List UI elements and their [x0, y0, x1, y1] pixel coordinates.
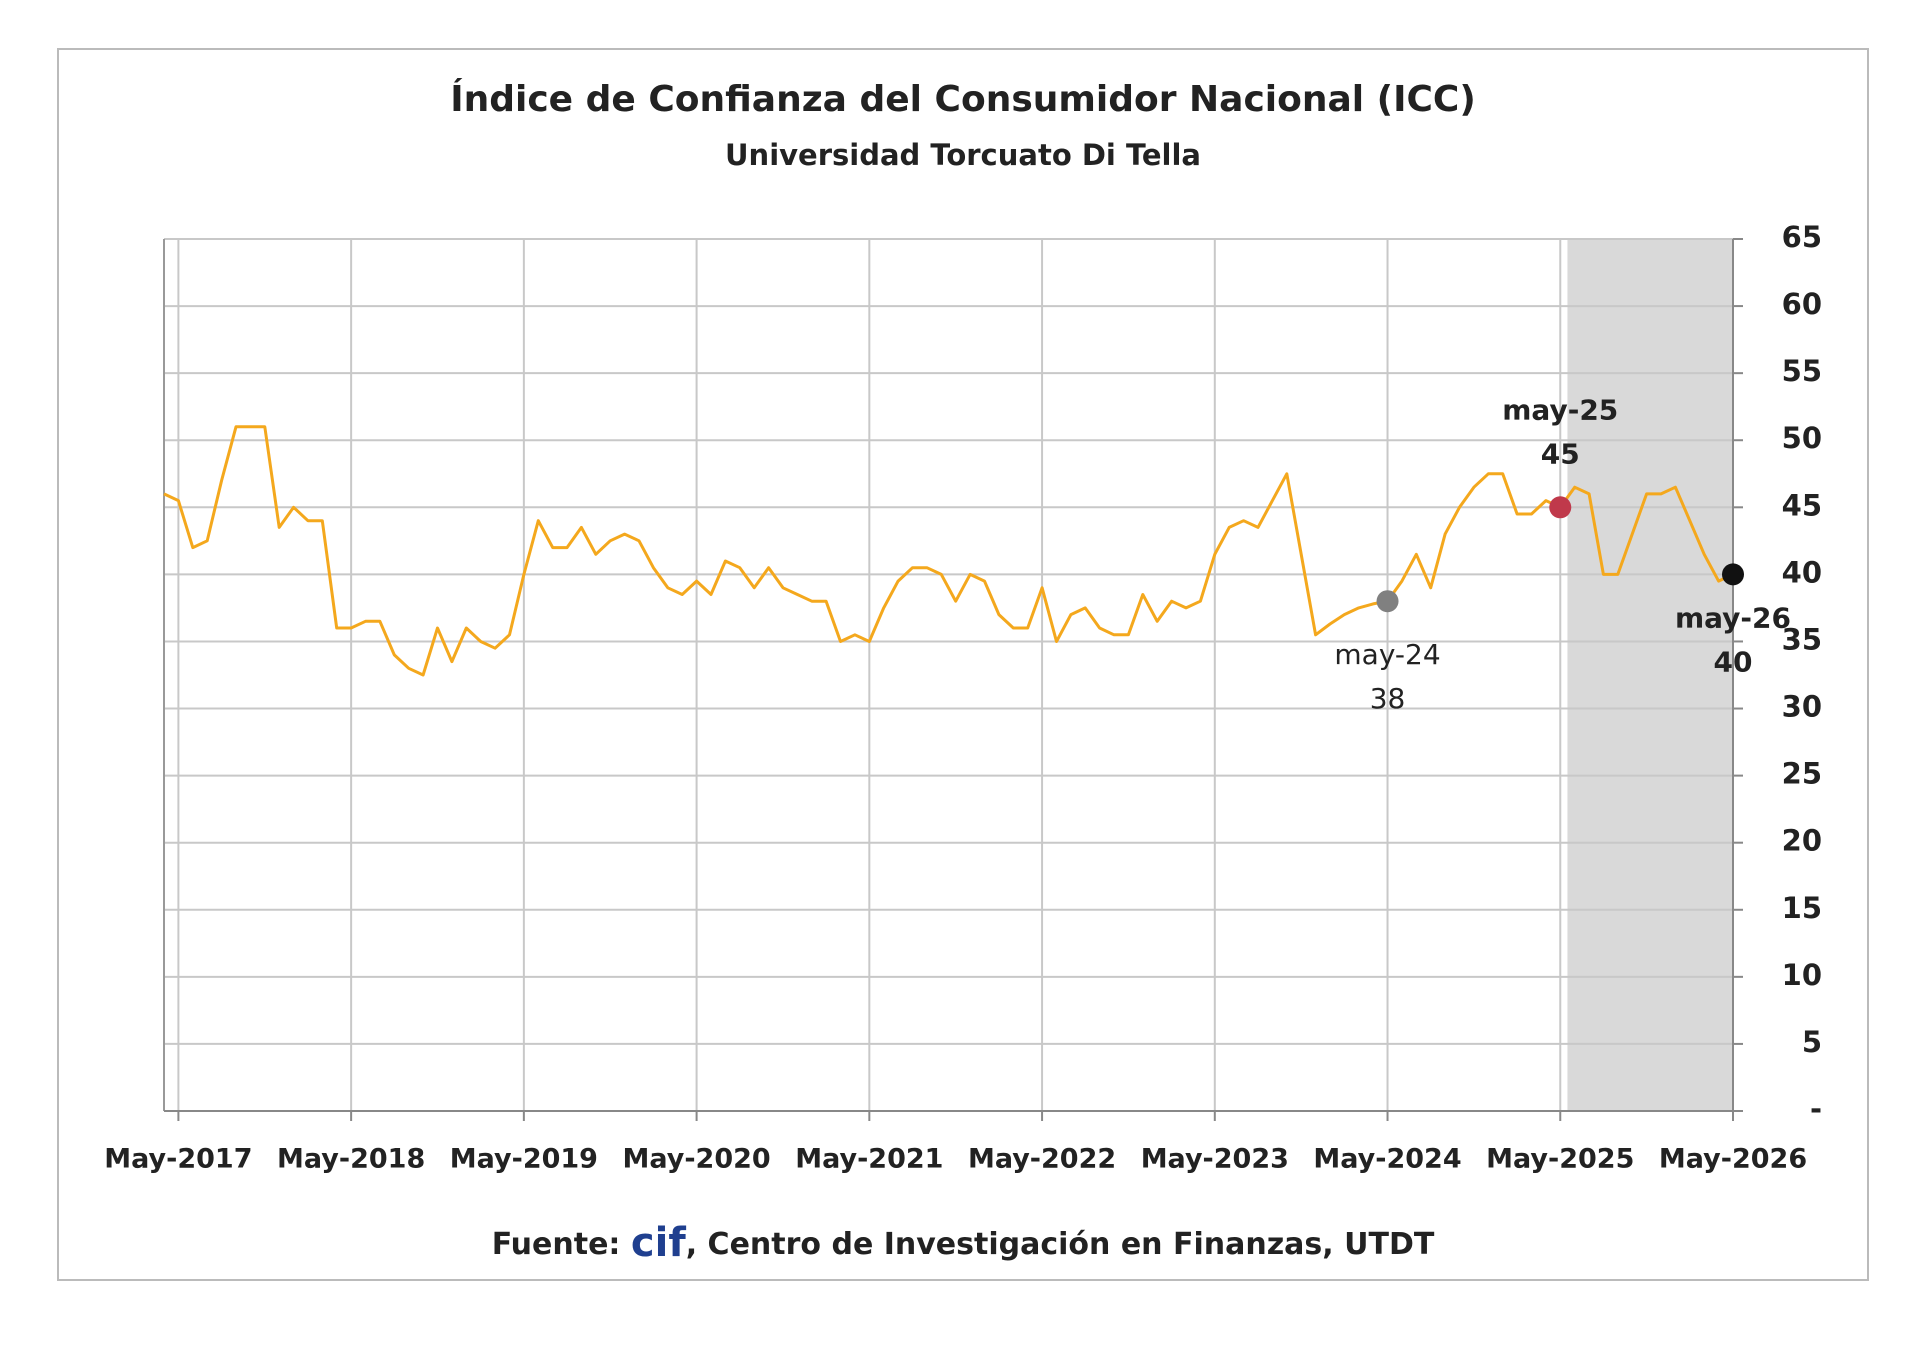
annotation-point [1376, 590, 1399, 613]
annotation-label: may-25 [1502, 393, 1618, 426]
chart-subtitle: Universidad Torcuato Di Tella [725, 138, 1201, 172]
annotation-point [1549, 496, 1572, 519]
y-tick-label: 40 [1782, 555, 1822, 589]
source-logo: cif [631, 1220, 686, 1266]
chart-frame [57, 48, 1869, 1281]
y-tick-label: 5 [1802, 1025, 1822, 1059]
x-tick-label: May-2024 [1313, 1144, 1461, 1175]
x-tick-label: May-2018 [277, 1144, 425, 1175]
y-tick-label: 60 [1782, 287, 1822, 321]
x-tick-label: May-2022 [968, 1144, 1116, 1175]
y-tick-label: 65 [1782, 220, 1822, 254]
y-tick-label: 55 [1782, 354, 1822, 388]
chart-title: Índice de Confianza del Consumidor Nacio… [450, 78, 1476, 120]
x-tick-label: May-2023 [1141, 1144, 1289, 1175]
source-note: Fuente: cif, Centro de Investigación en … [492, 1220, 1435, 1266]
source-label: Fuente: [492, 1227, 621, 1262]
annotation-value: 40 [1714, 645, 1753, 678]
line-series [163, 425, 1734, 677]
x-tick-label: May-2019 [450, 1144, 598, 1175]
y-tick-label: 20 [1782, 824, 1822, 858]
x-tick-label: May-2021 [795, 1144, 943, 1175]
annotation-label: may-24 [1334, 638, 1440, 671]
annotation-value: 38 [1370, 682, 1406, 715]
y-tick-label: - [1810, 1092, 1822, 1126]
y-tick-label: 10 [1782, 958, 1822, 992]
y-tick-label: 35 [1782, 622, 1822, 656]
y-tick-label: 50 [1782, 421, 1822, 455]
x-tick-label: May-2025 [1486, 1144, 1634, 1175]
y-tick-label: 15 [1782, 891, 1822, 925]
x-tick-label: May-2026 [1659, 1144, 1807, 1175]
y-tick-label: 25 [1782, 757, 1822, 791]
x-tick-label: May-2017 [104, 1144, 252, 1175]
annotation-label: may-26 [1675, 601, 1791, 634]
y-tick-label: 30 [1782, 690, 1822, 724]
x-tick-label: May-2020 [622, 1144, 770, 1175]
y-tick-label: 45 [1782, 488, 1822, 522]
source-text: , Centro de Investigación en Finanzas, U… [686, 1227, 1435, 1262]
shaded-range [1567, 239, 1733, 1111]
annotation-point [1722, 563, 1744, 586]
annotation-value: 45 [1541, 437, 1580, 470]
